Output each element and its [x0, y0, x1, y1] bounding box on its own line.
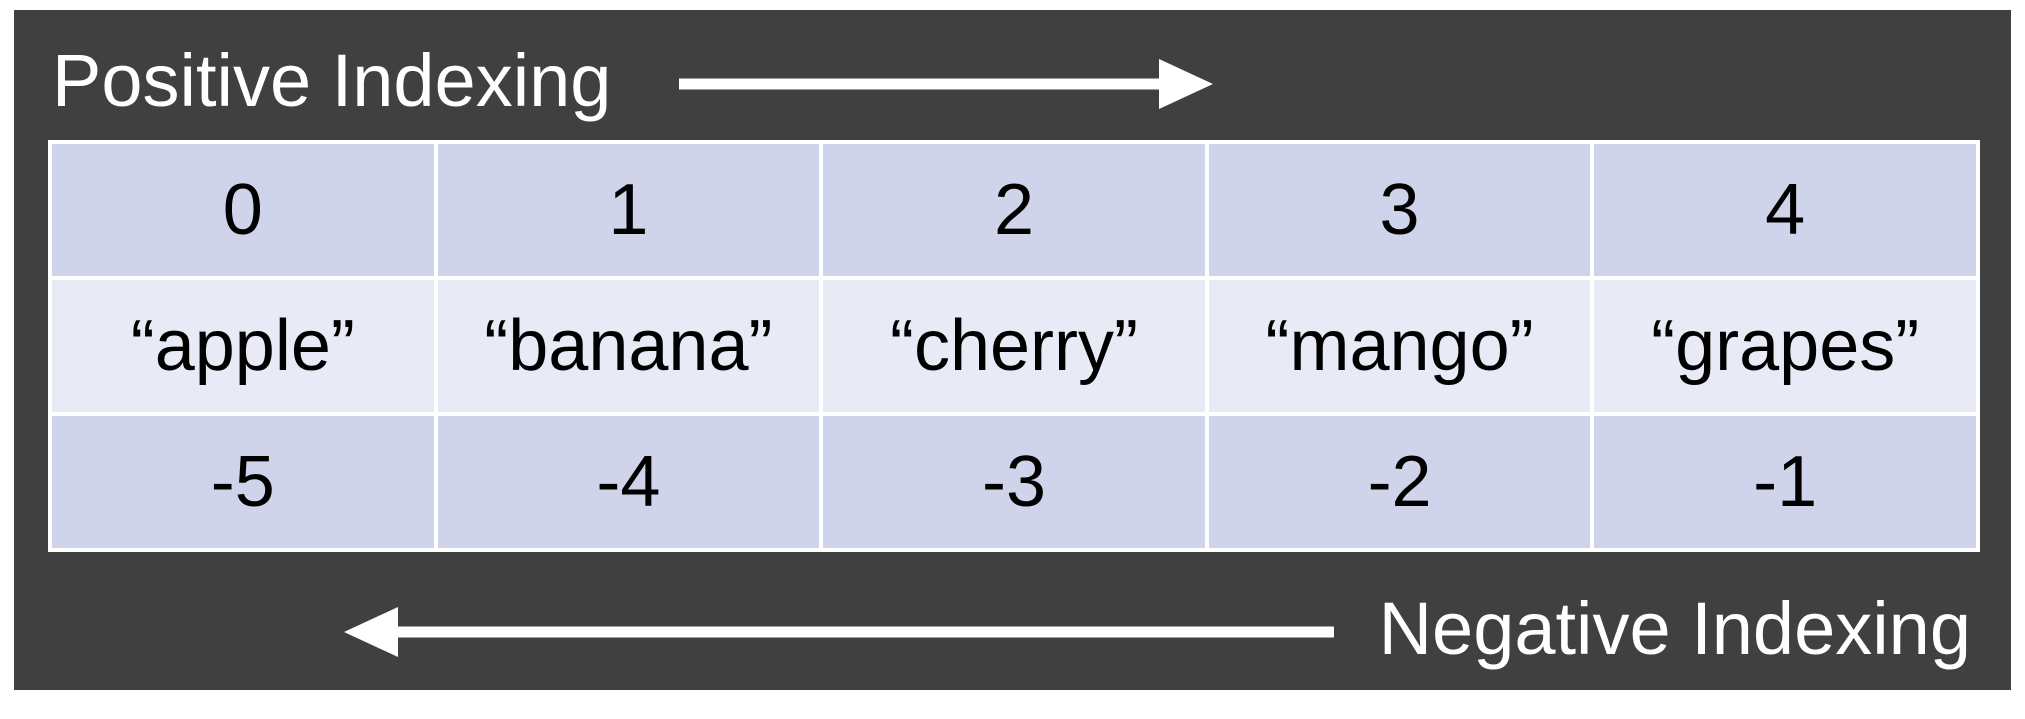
value-cell: “apple”: [48, 276, 438, 416]
negative-index-cell: -3: [819, 412, 1209, 552]
positive-index-row: 0 1 2 3 4: [48, 140, 1980, 280]
positive-index-cell: 1: [433, 140, 824, 280]
negative-index-cell: -4: [433, 412, 824, 552]
indexing-diagram: Positive Indexing 0 1 2 3 4 “apple” “ban…: [14, 10, 2011, 690]
positive-index-cell: 3: [1204, 140, 1595, 280]
value-cell: “banana”: [433, 276, 824, 416]
positive-index-cell: 0: [48, 140, 438, 280]
value-row: “apple” “banana” “cherry” “mango” “grape…: [48, 276, 1980, 416]
negative-index-cell: -5: [48, 412, 438, 552]
negative-index-cell: -2: [1204, 412, 1595, 552]
positive-index-cell: 4: [1590, 140, 1980, 280]
value-cell: “grapes”: [1590, 276, 1980, 416]
left-arrow-icon: [344, 607, 1334, 657]
value-cell: “mango”: [1204, 276, 1595, 416]
negative-indexing-label: Negative Indexing: [1378, 587, 1971, 670]
negative-index-cell: -1: [1590, 412, 1980, 552]
index-table: 0 1 2 3 4 “apple” “banana” “cherry” “man…: [48, 140, 1980, 552]
negative-index-row: -5 -4 -3 -2 -1: [48, 412, 1980, 552]
right-arrow-icon: [679, 59, 1213, 109]
value-cell: “cherry”: [819, 276, 1209, 416]
positive-indexing-label: Positive Indexing: [52, 39, 612, 122]
positive-index-cell: 2: [819, 140, 1209, 280]
